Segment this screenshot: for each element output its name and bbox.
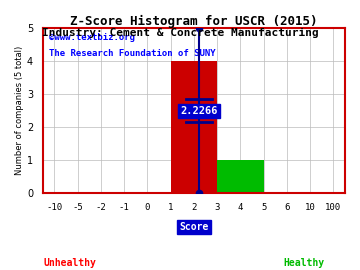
Text: Unhealthy: Unhealthy [43, 258, 96, 268]
Y-axis label: Number of companies (5 total): Number of companies (5 total) [15, 46, 24, 175]
Text: Score: Score [179, 222, 208, 232]
Text: 2.2266: 2.2266 [180, 106, 218, 116]
Bar [217, 160, 264, 194]
Text: ©www.textbiz.org: ©www.textbiz.org [49, 33, 135, 42]
Text: Healthy: Healthy [283, 258, 324, 268]
Bar [171, 61, 217, 194]
Text: Industry: Cement & Concrete Manufacturing: Industry: Cement & Concrete Manufacturin… [42, 28, 318, 38]
Title: Z-Score Histogram for USCR (2015): Z-Score Histogram for USCR (2015) [70, 15, 318, 28]
Text: The Research Foundation of SUNY: The Research Foundation of SUNY [49, 49, 215, 58]
